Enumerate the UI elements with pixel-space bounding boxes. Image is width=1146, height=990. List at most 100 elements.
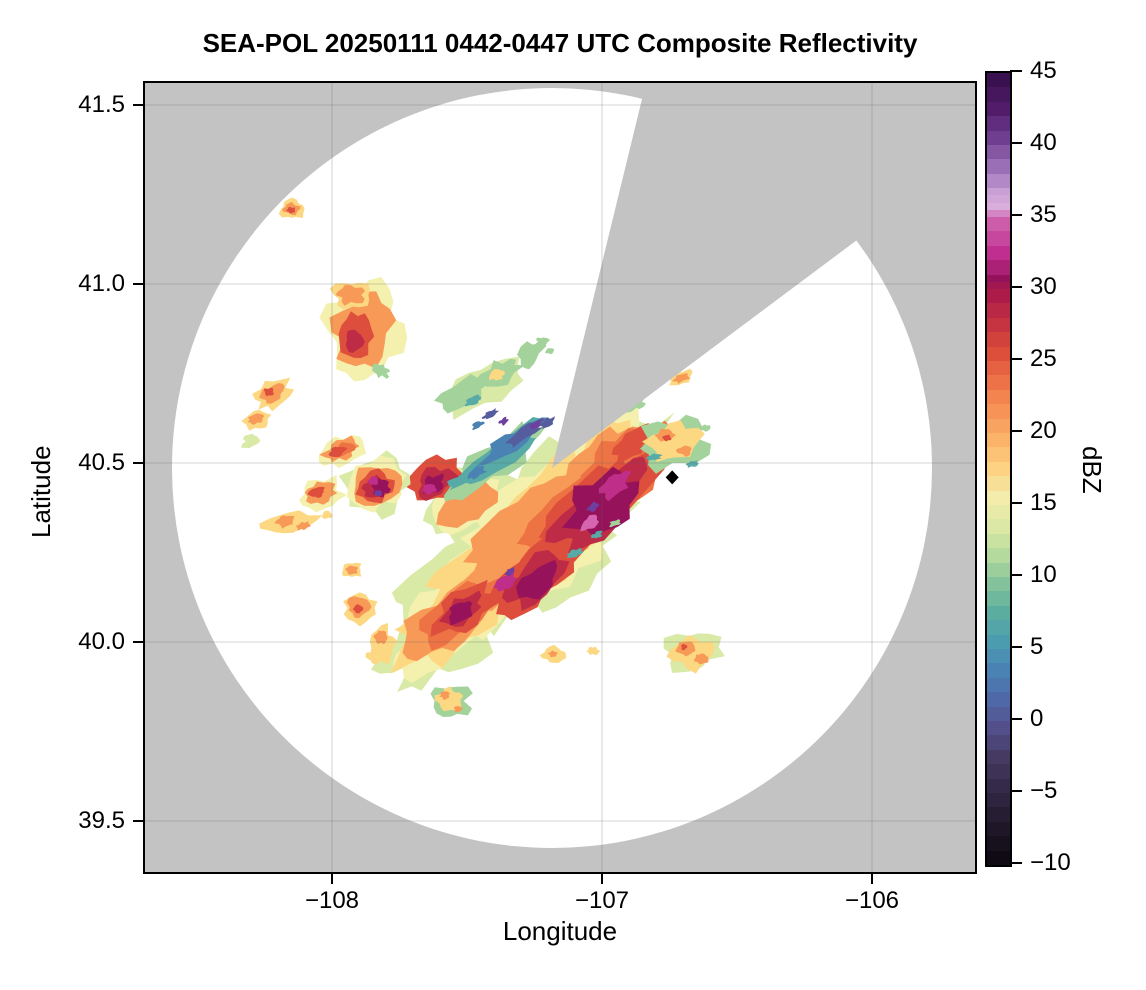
colorbar-tick-label: −10 <box>1030 849 1071 876</box>
colorbar-band <box>987 346 1010 362</box>
colorbar-band <box>987 274 1010 283</box>
echo-blob <box>699 424 711 432</box>
colorbar-band <box>987 101 1010 117</box>
echo-blob <box>675 445 692 457</box>
radar-echoes <box>241 197 725 717</box>
colorbar-tick-label: 35 <box>1030 201 1057 228</box>
colorbar-band <box>987 188 1010 196</box>
echo-blob <box>586 646 601 656</box>
colorbar-band <box>987 519 1010 535</box>
echo-blob <box>626 398 646 413</box>
echo-blob <box>517 337 547 370</box>
y-axis-tick <box>133 462 145 465</box>
colorbar-band <box>987 130 1010 146</box>
y-axis-tick-label: 41.5 <box>78 91 125 118</box>
echo-blob <box>666 635 715 674</box>
colorbar-tick-label: 0 <box>1030 705 1044 732</box>
y-axis-tick <box>133 283 145 286</box>
colorbar-band <box>987 850 1010 866</box>
colorbar-band <box>987 87 1010 103</box>
colorbar-band <box>987 332 1010 348</box>
colorbar-band <box>987 202 1010 211</box>
echo-blob <box>365 652 381 665</box>
echo-blob <box>566 548 584 558</box>
x-axis-tick-label: −108 <box>304 887 360 914</box>
echo-blob <box>352 604 364 614</box>
radar-map-svg <box>145 83 975 872</box>
colorbar-band <box>987 217 1010 232</box>
colorbar-band <box>987 173 1010 189</box>
colorbar-band <box>987 778 1010 794</box>
echo-blob <box>646 453 663 461</box>
colorbar-band <box>987 433 1010 448</box>
echo-blob <box>448 601 473 626</box>
colorbar-band <box>987 706 1010 722</box>
colorbar-band <box>987 634 1010 650</box>
echo-blob <box>489 369 505 381</box>
y-axis-tick-label: 40.5 <box>78 449 125 476</box>
colorbar-band <box>987 735 1010 751</box>
echo-blob <box>453 706 463 713</box>
colorbar-band <box>987 605 1010 621</box>
echo-blob <box>481 408 500 420</box>
colorbar-band <box>987 418 1010 434</box>
echo-blob <box>586 501 599 512</box>
echo-blob <box>471 421 485 430</box>
colorbar-band <box>987 562 1010 578</box>
echo-blob <box>422 484 438 496</box>
colorbar-band <box>987 505 1010 520</box>
echo-blob <box>493 572 518 592</box>
colorbar-band <box>987 721 1010 736</box>
echo-blob <box>611 422 655 464</box>
colorbar-band <box>987 245 1010 261</box>
y-axis-tick <box>133 820 145 823</box>
colorbar-band <box>987 533 1010 549</box>
echo-blob <box>609 519 621 528</box>
echo-blob <box>247 413 265 425</box>
echo-blob <box>548 650 558 658</box>
colorbar-tick-label: 30 <box>1030 273 1057 300</box>
x-axis-tick <box>601 872 604 884</box>
colorbar-band <box>987 303 1010 319</box>
colorbar-band <box>987 793 1010 808</box>
echo-blob <box>434 374 497 414</box>
colorbar-band <box>987 692 1010 708</box>
echo-blob <box>345 329 365 353</box>
echo-blob <box>675 641 696 657</box>
colorbar-band <box>987 404 1010 420</box>
echo-blob <box>371 363 391 379</box>
echo-blob <box>536 337 550 346</box>
x-axis-tick <box>871 872 874 884</box>
plot-title: SEA-POL 20250111 0442-0447 UTC Composite… <box>202 28 918 58</box>
colorbar-band <box>987 591 1010 607</box>
echo-blob <box>345 565 359 575</box>
colorbar-tick-label: −5 <box>1030 777 1058 804</box>
x-axis-label: Longitude <box>502 916 618 946</box>
colorbar-band <box>987 375 1010 391</box>
y-axis-tick-label: 40.0 <box>78 628 125 655</box>
colorbar-band <box>987 461 1010 477</box>
echo-blob <box>598 471 632 502</box>
colorbar-label: dBZ <box>1077 446 1107 494</box>
x-axis-tick-label: −106 <box>844 887 900 914</box>
echo-blob <box>373 630 388 645</box>
y-axis-tick <box>133 641 145 644</box>
echo-blob <box>373 490 382 497</box>
colorbar-band <box>987 116 1010 132</box>
plot-area <box>145 83 975 872</box>
echo-blob <box>335 284 366 306</box>
echo-blob <box>504 567 515 577</box>
echo-blob <box>580 514 599 532</box>
colorbar-band <box>987 663 1010 679</box>
colorbar-band <box>987 649 1010 664</box>
colorbar-band <box>987 577 1010 592</box>
colorbar-band <box>987 620 1010 636</box>
echo-blob <box>307 486 325 499</box>
colorbar-band <box>987 361 1010 376</box>
colorbar-band <box>987 145 1010 160</box>
colorbar-band <box>987 73 1010 88</box>
site-marker-diamond <box>665 470 679 485</box>
colorbar-band <box>987 821 1010 837</box>
echo-blob <box>498 416 509 426</box>
